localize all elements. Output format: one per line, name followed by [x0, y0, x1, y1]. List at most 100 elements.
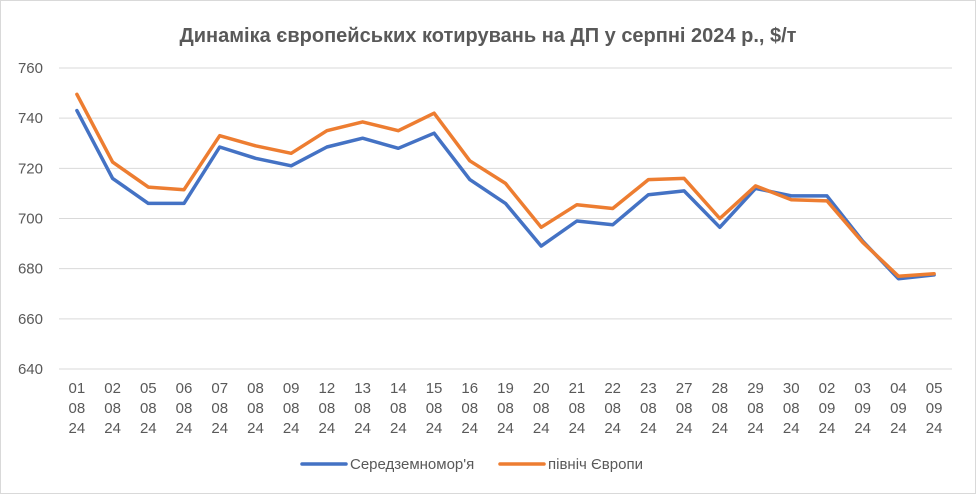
- x-tick-label: 02 09 24: [819, 380, 836, 437]
- x-tick-part: 24: [747, 420, 764, 437]
- x-tick-label: 23 08 24: [640, 380, 657, 437]
- x-tick-part: 08: [604, 400, 621, 417]
- x-tick-part: 24: [783, 420, 800, 437]
- x-tick-part: 03: [854, 380, 871, 397]
- x-tick-label: 30 08 24: [783, 380, 800, 437]
- x-tick-part: 05: [926, 380, 943, 397]
- series-line-0: [75, 108, 936, 281]
- x-tick-part: 24: [569, 420, 586, 437]
- x-tick-label: 06 08 24: [176, 380, 193, 437]
- x-tick-part: 08: [319, 400, 336, 417]
- x-tick-label: 15 08 24: [426, 380, 443, 437]
- legend-label-1: північ Європи: [548, 456, 643, 473]
- x-tick-label: 05 09 24: [926, 380, 943, 437]
- x-tick-label: 22 08 24: [604, 380, 621, 437]
- x-tick-part: 08: [711, 400, 728, 417]
- x-tick-part: 24: [283, 420, 300, 437]
- x-tick-part: 02: [104, 380, 121, 397]
- x-tick-part: 08: [247, 380, 264, 397]
- x-tick-part: 24: [461, 420, 478, 437]
- chart-title: Динаміка європейських котирувань на ДП у…: [180, 25, 797, 47]
- x-tick-part: 24: [354, 420, 371, 437]
- x-tick-label: 20 08 24: [533, 380, 550, 437]
- x-tick-label: 08 08 24: [247, 380, 264, 437]
- y-tick-label: 680: [18, 261, 43, 278]
- x-tick-label: 12 08 24: [319, 380, 336, 437]
- x-tick-part: 15: [426, 380, 443, 397]
- x-tick-part: 24: [890, 420, 907, 437]
- legend: Середземномор'я північ Європи: [300, 456, 643, 473]
- x-tick-part: 24: [533, 420, 550, 437]
- x-tick-label: 05 08 24: [140, 380, 157, 437]
- x-tick-part: 24: [69, 420, 86, 437]
- x-tick-part: 24: [926, 420, 943, 437]
- x-tick-part: 08: [211, 400, 228, 417]
- x-tick-part: 24: [140, 420, 157, 437]
- x-tick-part: 09: [926, 400, 943, 417]
- x-tick-part: 08: [140, 400, 157, 417]
- x-tick-label: 28 08 24: [711, 380, 728, 437]
- x-tick-part: 08: [533, 400, 550, 417]
- y-tick-label: 660: [18, 311, 43, 328]
- x-tick-part: 09: [819, 400, 836, 417]
- y-tick-label: 700: [18, 211, 43, 228]
- y-tick-label: 640: [18, 361, 43, 378]
- x-tick-part: 24: [390, 420, 407, 437]
- x-tick-part: 20: [533, 380, 550, 397]
- x-tick-part: 23: [640, 380, 657, 397]
- x-tick-part: 24: [854, 420, 871, 437]
- y-tick-label: 720: [18, 160, 43, 177]
- gridlines: [59, 67, 952, 370]
- x-tick-part: 29: [747, 380, 764, 397]
- x-tick-part: 09: [283, 380, 300, 397]
- x-tick-part: 09: [890, 400, 907, 417]
- x-tick-part: 22: [604, 380, 621, 397]
- x-tick-part: 24: [711, 420, 728, 437]
- x-tick-label: 04 09 24: [890, 380, 907, 437]
- x-tick-part: 24: [104, 420, 121, 437]
- x-tick-part: 13: [354, 380, 371, 397]
- x-tick-part: 08: [426, 400, 443, 417]
- x-tick-part: 08: [461, 400, 478, 417]
- x-tick-part: 08: [783, 400, 800, 417]
- x-tick-label: 29 08 24: [747, 380, 764, 437]
- x-tick-part: 24: [426, 420, 443, 437]
- x-tick-part: 08: [354, 400, 371, 417]
- x-tick-part: 24: [319, 420, 336, 437]
- x-tick-part: 14: [390, 380, 407, 397]
- x-tick-part: 09: [854, 400, 871, 417]
- series-line-1: [75, 92, 936, 278]
- x-tick-part: 24: [640, 420, 657, 437]
- x-tick-part: 24: [497, 420, 514, 437]
- x-tick-part: 12: [319, 380, 336, 397]
- x-tick-part: 08: [104, 400, 121, 417]
- x-tick-part: 08: [69, 400, 86, 417]
- series-lines: [75, 92, 936, 281]
- y-tick-label: 760: [18, 60, 43, 77]
- x-tick-part: 06: [176, 380, 193, 397]
- x-tick-part: 08: [497, 400, 514, 417]
- x-tick-part: 24: [604, 420, 621, 437]
- x-tick-part: 28: [711, 380, 728, 397]
- x-tick-part: 21: [569, 380, 586, 397]
- x-tick-part: 24: [176, 420, 193, 437]
- x-tick-label: 16 08 24: [461, 380, 478, 437]
- x-tick-part: 02: [819, 380, 836, 397]
- x-tick-part: 08: [283, 400, 300, 417]
- x-tick-label: 27 08 24: [676, 380, 693, 437]
- x-tick-label: 13 08 24: [354, 380, 371, 437]
- x-tick-label: 14 08 24: [390, 380, 407, 437]
- y-axis-ticks: 640 660 680 700 720 740 760: [18, 60, 43, 378]
- x-tick-part: 24: [211, 420, 228, 437]
- x-tick-part: 30: [783, 380, 800, 397]
- x-tick-label: 01 08 24: [69, 380, 86, 437]
- x-tick-part: 24: [676, 420, 693, 437]
- x-tick-label: 07 08 24: [211, 380, 228, 437]
- x-tick-part: 04: [890, 380, 907, 397]
- x-tick-part: 19: [497, 380, 514, 397]
- x-tick-part: 08: [247, 400, 264, 417]
- x-tick-part: 16: [461, 380, 478, 397]
- x-tick-part: 07: [211, 380, 228, 397]
